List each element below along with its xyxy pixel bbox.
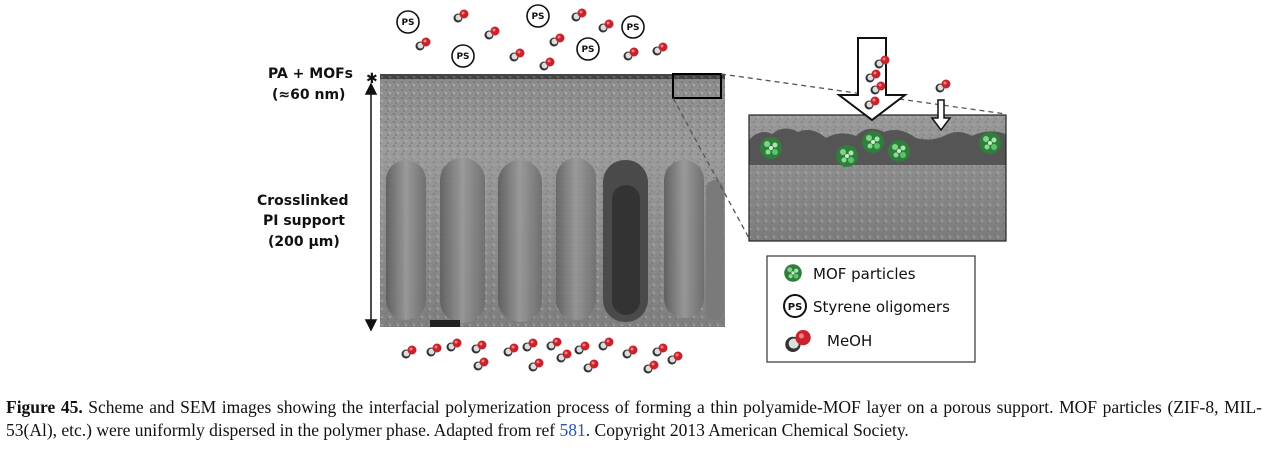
ps-symbol: PS	[788, 302, 803, 313]
label-thickness: (≈60 nm)	[272, 87, 345, 103]
label-support-1: Crosslinked	[257, 193, 348, 209]
support-thickness-arrow	[364, 82, 378, 332]
thickness-marker: ✱	[366, 71, 378, 87]
figure-number: Figure 45.	[6, 397, 83, 417]
zoom-box	[672, 73, 722, 99]
ps-symbol: PS	[456, 52, 469, 62]
legend-ps: Styrene oligomers	[813, 298, 950, 316]
top-molecules: PS PS PS PS PS	[396, 4, 668, 71]
bottom-molecules	[401, 337, 683, 374]
figure-scheme: PA + MOFs (≈60 nm) Crosslinked PI suppor…	[257, 4, 1007, 374]
legend: MOF particles PS Styrene oligomers MeOH	[766, 255, 976, 363]
label-support-3: (200 µm)	[268, 234, 340, 250]
zoom-inset	[748, 114, 1007, 242]
caption-text-2: . Copyright 2013 American Chemical Socie…	[585, 420, 909, 440]
svg-text:✱: ✱	[366, 71, 378, 87]
ps-symbol: PS	[531, 12, 544, 22]
reference-link[interactable]: 581	[559, 420, 586, 440]
label-pa-mofs: PA + MOFs	[268, 66, 353, 82]
sem-image	[380, 73, 725, 327]
big-down-arrow	[836, 37, 908, 122]
mof-particle-icon	[784, 264, 802, 282]
caption-text-1: Scheme and SEM images showing the interf…	[6, 397, 1262, 440]
small-down-arrow	[930, 79, 952, 132]
legend-meoh: MeOH	[827, 332, 872, 350]
ps-symbol: PS	[626, 23, 639, 33]
zoom-lines	[672, 73, 1007, 241]
label-support-2: PI support	[263, 213, 345, 229]
figure-caption: Figure 45. Scheme and SEM images showing…	[6, 396, 1262, 442]
ps-symbol: PS	[581, 45, 594, 55]
legend-mof: MOF particles	[813, 265, 916, 283]
ps-icon	[783, 294, 807, 318]
ps-symbol: PS	[401, 18, 414, 28]
